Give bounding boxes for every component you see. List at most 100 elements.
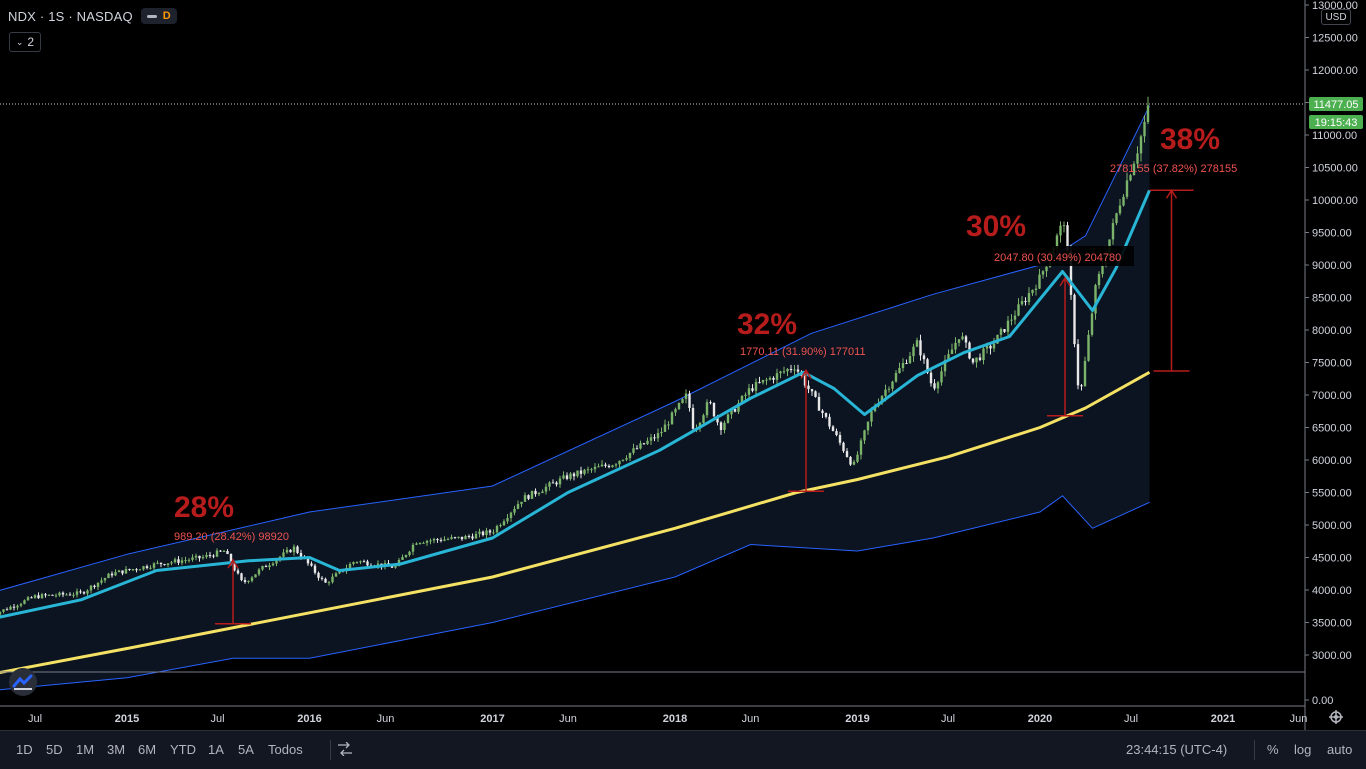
candle <box>289 549 292 553</box>
measure-annotation[interactable]: 38% 2781.55 (37.82%) 278155 <box>1110 123 1237 372</box>
candle <box>814 390 817 398</box>
candle <box>1111 218 1115 245</box>
candle <box>320 576 324 581</box>
candle <box>1013 310 1017 325</box>
log-scale-button[interactable]: log <box>1294 742 1312 757</box>
price-tick-label: 9500.00 <box>1312 228 1352 240</box>
clock-readout[interactable]: 23:44:15 (UTC-4) <box>1126 742 1228 757</box>
percent-scale-button[interactable]: % <box>1267 742 1279 757</box>
candle <box>464 534 467 540</box>
candle <box>121 570 124 576</box>
price-tick-label: 5000.00 <box>1312 520 1352 532</box>
candle <box>222 549 226 552</box>
candle <box>324 577 327 583</box>
candle <box>1090 308 1094 337</box>
candle <box>1041 270 1045 279</box>
candle <box>667 421 670 430</box>
candle <box>964 334 968 349</box>
symbol-title[interactable]: NDX · 1S · NASDAQ <box>8 8 133 24</box>
range-button-1d[interactable]: 1D <box>16 742 33 757</box>
range-button-1m[interactable]: 1M <box>76 742 95 757</box>
sma-slow-line <box>0 370 1151 675</box>
candle <box>1094 283 1097 320</box>
candle <box>908 352 912 364</box>
range-button-ytd[interactable]: YTD <box>170 742 196 757</box>
toggle-d-label: D <box>162 10 171 22</box>
tradingview-logo-icon[interactable] <box>9 668 37 696</box>
auto-scale-button[interactable]: auto <box>1327 742 1353 757</box>
candle <box>58 591 61 597</box>
candle <box>523 492 527 502</box>
candle <box>292 544 296 556</box>
candle <box>863 429 866 444</box>
range-button-5d[interactable]: 5D <box>46 742 63 757</box>
candle <box>460 536 464 541</box>
measure-annotation[interactable]: 32% 1770.11 (31.90%) 177011 <box>737 308 866 492</box>
candle <box>579 466 583 479</box>
candle <box>625 455 628 462</box>
chart-header: NDX · 1S · NASDAQ D <box>8 8 177 24</box>
candle <box>429 538 432 545</box>
measure-annotation[interactable]: 30% 2047.80 (30.49%) 204780 <box>966 210 1134 417</box>
candle <box>751 384 754 393</box>
range-button-6m[interactable]: 6M <box>138 742 157 757</box>
range-button-todos[interactable]: Todos <box>268 742 303 757</box>
price-tick-label: 9000.00 <box>1312 260 1352 272</box>
candle <box>569 472 572 481</box>
range-button-1a[interactable]: 1A <box>208 742 224 757</box>
candle <box>905 359 908 365</box>
price-chart[interactable]: 28% 989.20 (28.42%) 98920 32% 1770.11 (31.9… <box>0 0 1366 730</box>
currency-badge[interactable]: USD <box>1321 9 1351 25</box>
range-button-5a[interactable]: 5A <box>238 742 254 757</box>
candle <box>922 353 926 364</box>
candle <box>443 536 446 542</box>
candle <box>5 607 9 611</box>
candle <box>891 380 894 392</box>
candle <box>117 569 121 573</box>
candle <box>1034 284 1038 296</box>
settings-gear-icon[interactable] <box>1329 710 1343 724</box>
candle <box>334 571 338 577</box>
candle <box>194 553 198 561</box>
candle <box>408 550 411 557</box>
candle <box>93 584 96 589</box>
candle <box>828 413 831 430</box>
candle <box>187 558 191 563</box>
candle <box>1083 356 1087 387</box>
compare-icon[interactable] <box>337 741 353 759</box>
candle <box>1125 172 1129 200</box>
candle <box>1132 161 1136 176</box>
candle <box>166 563 170 568</box>
candle <box>999 327 1003 340</box>
candle <box>75 588 79 598</box>
visibility-toggle[interactable]: D <box>140 8 177 24</box>
price-tick-label: 8500.00 <box>1312 293 1352 305</box>
candle <box>264 564 268 568</box>
candle <box>152 562 156 572</box>
candle <box>215 548 219 558</box>
measure-detail-label: 2781.55 (37.82%) 278155 <box>1110 163 1237 175</box>
price-tick-label: 8000.00 <box>1312 325 1352 337</box>
candle <box>1010 314 1013 326</box>
moving-average-layer <box>0 189 1151 675</box>
measure-annotation[interactable]: 28% 989.20 (28.42%) 98920 <box>174 491 289 625</box>
candle <box>1031 289 1034 296</box>
candle <box>646 437 649 446</box>
candle <box>170 560 173 566</box>
range-button-3m[interactable]: 3M <box>107 742 126 757</box>
candle <box>478 528 481 538</box>
candle <box>201 554 205 560</box>
candle <box>61 591 65 598</box>
candle <box>401 554 404 561</box>
candle <box>943 355 947 377</box>
candle <box>467 534 471 539</box>
indicators-collapse-button[interactable]: ⌄ 2 <box>9 32 41 52</box>
candle <box>1080 383 1083 391</box>
candle <box>551 479 555 484</box>
candle <box>135 568 138 573</box>
band-fill <box>0 105 1150 690</box>
candle <box>40 592 44 599</box>
candle <box>789 364 793 373</box>
candle <box>583 468 586 476</box>
candle <box>747 383 751 399</box>
